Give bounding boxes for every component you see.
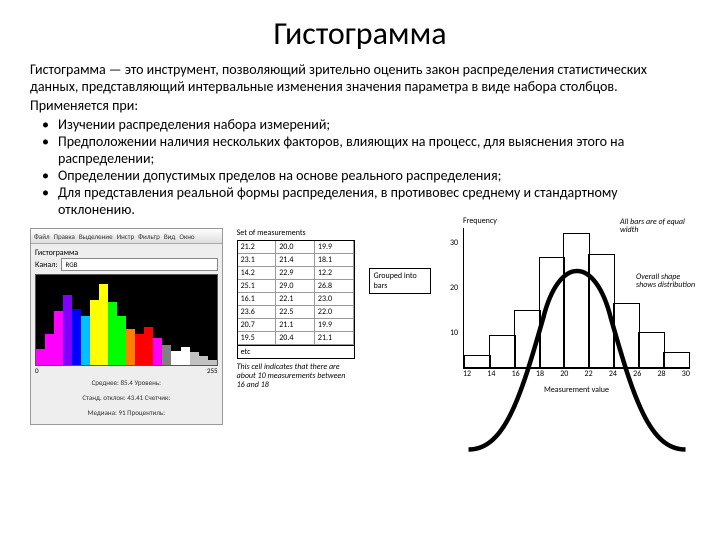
hist-bar	[539, 257, 566, 368]
color-bar	[36, 349, 45, 365]
hist-bar	[489, 335, 516, 368]
table-cell: 20.0	[276, 241, 315, 254]
table-cell: 22.5	[276, 306, 315, 319]
color-bar	[90, 300, 99, 365]
color-bar	[171, 351, 180, 365]
hist-bar	[613, 303, 640, 368]
grouped-label: Grouped into bars	[369, 268, 431, 294]
table-cell: 22.9	[276, 267, 315, 280]
color-bar	[108, 302, 117, 365]
measurements-title: Set of measurements	[237, 228, 355, 238]
menu-item[interactable]: Окно	[179, 232, 194, 241]
y-tick: 10	[450, 328, 458, 338]
table-cell: 20.7	[238, 319, 277, 332]
color-bar	[54, 311, 63, 365]
table-cell: 21.1	[315, 332, 354, 345]
range-min: 0	[35, 366, 39, 375]
menu-item[interactable]: Правка	[54, 232, 75, 241]
menu-item[interactable]: Выделение	[79, 232, 113, 241]
hist-bar	[514, 310, 541, 368]
measurements-block: Set of measurements 21.220.019.923.121.4…	[237, 228, 355, 389]
table-cell: 16.1	[238, 293, 277, 306]
color-bar	[63, 295, 72, 365]
toolbar: Файл Правка Выделение ИнстрФильтр ВидОкно	[31, 229, 222, 244]
table-cell: 19.9	[315, 241, 354, 254]
software-histogram-panel: Файл Правка Выделение ИнстрФильтр ВидОкно Ги…	[30, 228, 223, 425]
color-bar	[126, 329, 135, 365]
bullet-item: Предположении наличия нескольких факторо…	[58, 133, 690, 167]
color-bar	[199, 356, 208, 365]
color-bar	[135, 334, 144, 366]
menu-item[interactable]: Файл	[34, 232, 50, 241]
menu-item[interactable]: Инстр	[117, 232, 135, 241]
channel-select[interactable]: RGB	[61, 258, 217, 271]
color-bar	[190, 352, 199, 365]
hist-bar	[663, 352, 690, 368]
y-tick: 20	[450, 283, 458, 293]
hist-bar	[638, 332, 665, 368]
table-cell: 21.1	[276, 319, 315, 332]
bullet-item: Определении допустимых пределов на основ…	[58, 167, 690, 184]
menu-item[interactable]: Фильтр	[138, 232, 160, 241]
table-cell: 22.1	[276, 293, 315, 306]
table-cell: 23.1	[238, 254, 277, 267]
table-cell: 14.2	[238, 267, 277, 280]
color-bar	[208, 360, 217, 365]
color-bar	[144, 327, 153, 365]
table-cell: 20.4	[276, 332, 315, 345]
stats-line: Станд. отклон: 43.41 Счетчик:	[35, 390, 218, 405]
intro-text: Гистограмма — это инструмент, позволяющи…	[30, 61, 690, 95]
applies-label: Применяется при:	[30, 97, 690, 114]
table-cell: 12.2	[315, 267, 354, 280]
table-cell: 23.0	[315, 293, 354, 306]
table-cell: 25.1	[238, 280, 277, 293]
table-cell: 18.1	[315, 254, 354, 267]
table-cell: 29.0	[276, 280, 315, 293]
measurements-table: 21.220.019.923.121.418.114.222.912.225.1…	[237, 240, 355, 346]
table-cell: 21.4	[276, 254, 315, 267]
hist-bar	[464, 355, 491, 368]
etc-cell: etc	[237, 346, 355, 359]
page-title: Гистограмма	[30, 14, 690, 53]
menu-item[interactable]: Вид	[164, 232, 176, 241]
table-cell: 22.0	[315, 306, 354, 319]
color-bar	[117, 316, 126, 366]
table-cell: 21.2	[238, 241, 277, 254]
color-bar	[45, 334, 54, 365]
color-bar	[99, 284, 108, 365]
stats-line: Среднее: 85.4 Уровень:	[35, 375, 218, 390]
color-bar	[72, 309, 81, 365]
panel-label: Гистограмма	[35, 248, 218, 258]
y-tick: 30	[450, 238, 458, 248]
channel-label: Канал:	[35, 260, 57, 270]
stats-line: Медиана: 91 Процентиль:	[35, 405, 218, 420]
color-bar	[81, 316, 90, 366]
footnote: This cell indicates that there are about…	[237, 363, 355, 389]
distribution-chart: Frequency All bars are of equal width Ov…	[445, 228, 690, 395]
bullet-item: Для представления реальной формы распред…	[58, 184, 690, 218]
y-axis-label: Frequency	[463, 216, 497, 226]
bullet-list: Изучении распределения набора измерений;…	[30, 116, 690, 218]
color-bar	[153, 338, 162, 365]
hist-bar	[588, 254, 615, 368]
table-cell: 19.5	[238, 332, 277, 345]
table-cell: 26.8	[315, 280, 354, 293]
bullet-item: Изучении распределения набора измерений;	[58, 116, 690, 133]
color-bar	[162, 345, 171, 365]
range-max: 255	[207, 366, 218, 375]
color-histogram	[35, 274, 218, 366]
table-cell: 19.9	[315, 319, 354, 332]
color-bar	[181, 347, 190, 365]
table-cell: 23.6	[238, 306, 277, 319]
hist-bar	[563, 233, 590, 368]
